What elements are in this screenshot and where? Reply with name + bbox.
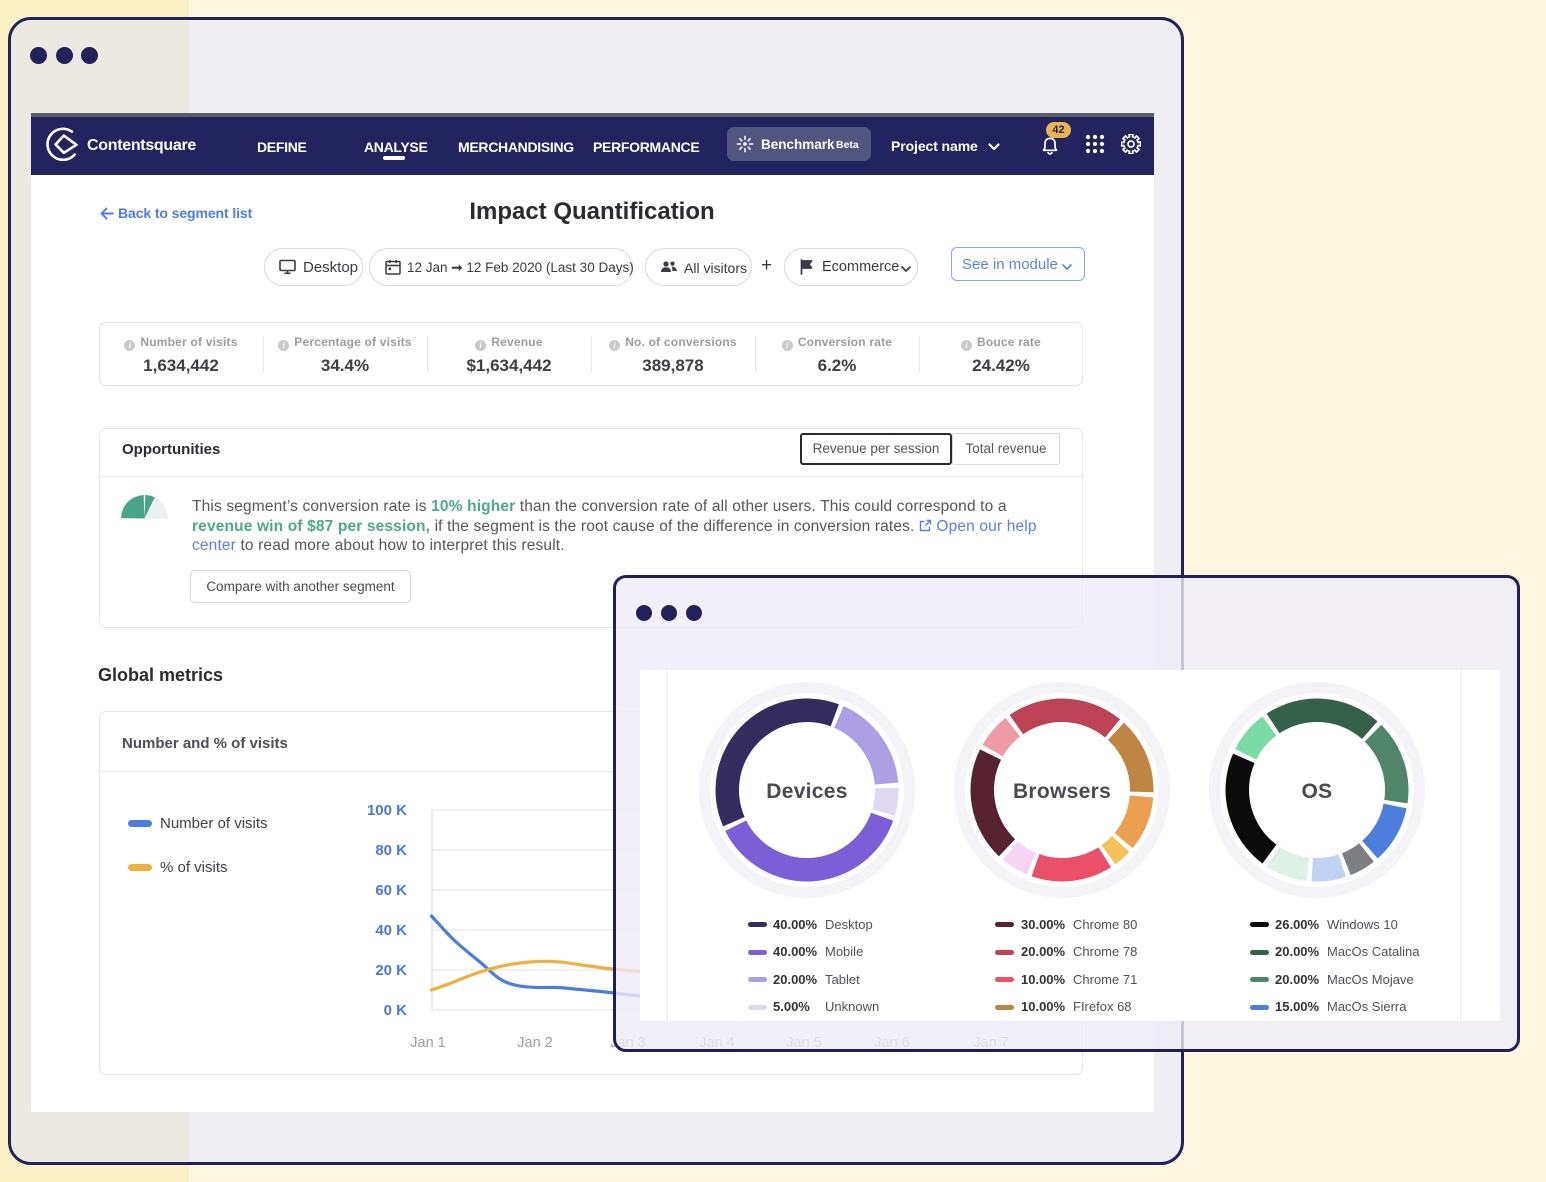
svg-text:OS: OS	[1302, 780, 1333, 803]
svg-text:Devices: Devices	[766, 780, 848, 803]
svg-text:Browsers: Browsers	[1013, 780, 1111, 803]
